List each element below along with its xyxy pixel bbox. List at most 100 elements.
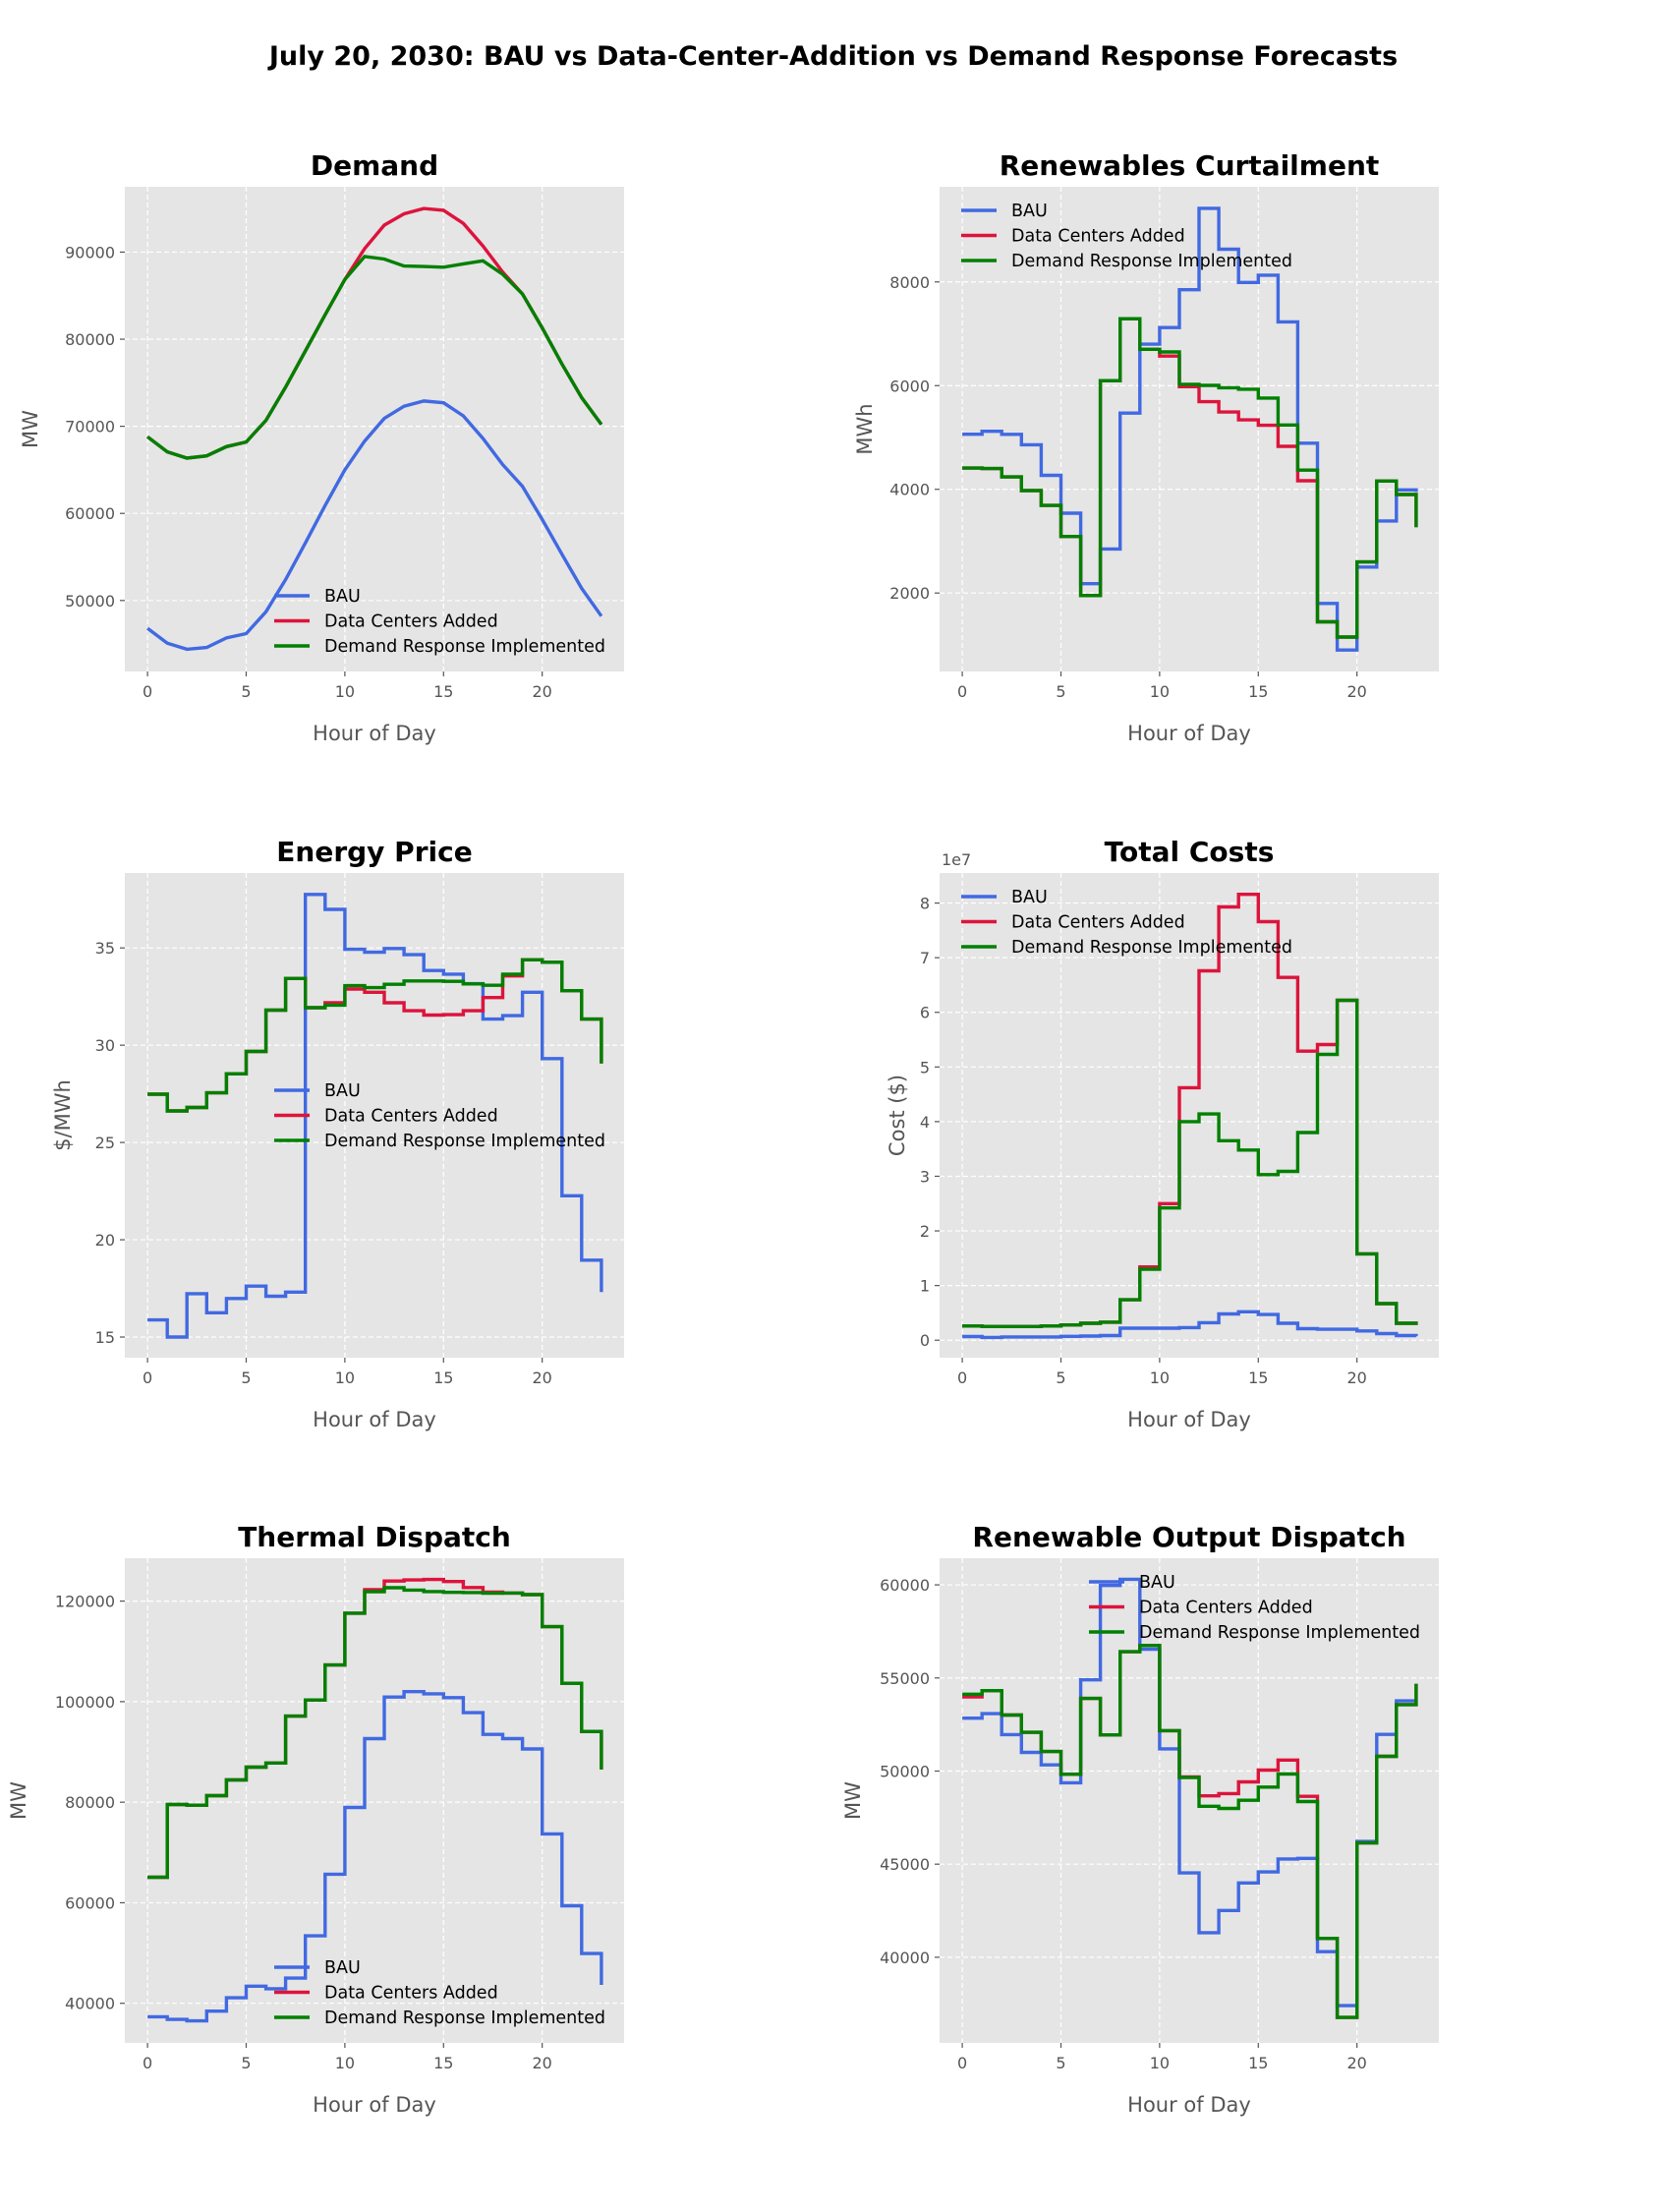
x-tick-label: 15 (433, 682, 453, 701)
series-line-demand-response-implemented (146, 255, 603, 460)
x-axis-label: Hour of Day (1127, 1408, 1251, 1431)
legend-label: BAU (1011, 888, 1048, 907)
x-tick-label: 10 (335, 682, 355, 701)
y-tick-label: 40000 (65, 1995, 115, 2013)
x-tick-label: 0 (957, 682, 967, 701)
legend-item-demand-response-implemented: Demand Response Implemented (961, 252, 1292, 271)
y-tick-label: 40000 (880, 1949, 930, 1967)
legend: BAU Data Centers Added Demand Response Imp… (961, 888, 1292, 958)
legend: BAU Data Centers Added Demand Response Imp… (961, 202, 1292, 271)
y-tick-label: 15 (95, 1328, 115, 1347)
x-tick-label: 5 (1056, 682, 1065, 701)
y-tick-label: 80000 (65, 330, 115, 349)
x-tick-label: 20 (1346, 682, 1366, 701)
y-tick-label: 20 (95, 1231, 115, 1250)
x-tick-label: 20 (1346, 2054, 1366, 2072)
y-axis-label: MW (841, 1781, 865, 1820)
y-tick-label: 1 (920, 1277, 930, 1296)
series-line-bau (147, 1690, 603, 2023)
series-line-demand-response-implemented (962, 1644, 1418, 2019)
legend: BAU Data Centers Added Demand Response Imp… (274, 1958, 605, 2028)
x-axis-label: Hour of Day (1127, 722, 1251, 745)
x-tick-label: 15 (1248, 682, 1268, 701)
x-axis-label: Hour of Day (313, 1408, 436, 1431)
legend-label: Data Centers Added (324, 612, 498, 632)
y-tick-label: 55000 (880, 1669, 930, 1688)
y-tick-label: 6 (920, 1004, 930, 1022)
legend: BAU Data Centers Added Demand Response Imp… (274, 587, 605, 657)
series-line-demand-response-implemented (147, 1586, 603, 1880)
plot-area (125, 1558, 624, 2043)
x-tick-label: 20 (1346, 1368, 1366, 1387)
legend-item-data-centers-added: Data Centers Added (274, 1984, 498, 2004)
y-tick-label: 4 (920, 1113, 930, 1132)
y-tick-label: 2000 (889, 584, 930, 603)
legend-label: Demand Response Implemented (324, 2008, 605, 2028)
x-tick-label: 0 (143, 682, 152, 701)
y-tick-label: 7 (920, 949, 930, 967)
x-tick-label: 10 (1150, 682, 1170, 701)
series-line-demand-response-implemented (962, 998, 1418, 1328)
chart-panel-renewable-output-dispatch: 0 5 10 15 20 40000 45000 50000 55000 60000 Renewab… (841, 1521, 1439, 2117)
chart-title: Energy Price (276, 836, 472, 868)
legend-item-data-centers-added: Data Centers Added (274, 612, 498, 632)
legend-label: Data Centers Added (324, 1107, 498, 1127)
x-axis-label: Hour of Day (313, 2093, 436, 2117)
y-tick-label: 5 (920, 1058, 930, 1077)
legend-label: Demand Response Implemented (324, 1132, 605, 1151)
legend-item-bau: BAU (274, 1958, 361, 1978)
legend-item-demand-response-implemented: Demand Response Implemented (274, 2008, 605, 2028)
legend-label: BAU (324, 1958, 361, 1978)
legend-label: Data Centers Added (1139, 1599, 1313, 1618)
y-tick-label: 25 (95, 1134, 115, 1152)
x-tick-label: 15 (1248, 2054, 1268, 2072)
legend-label: BAU (1011, 202, 1048, 221)
chart-title: Thermal Dispatch (238, 1521, 511, 1553)
x-tick-label: 20 (532, 682, 551, 701)
legend-label: Data Centers Added (1011, 227, 1185, 247)
legend-item-data-centers-added: Data Centers Added (1089, 1599, 1313, 1618)
x-tick-label: 10 (1150, 1368, 1170, 1387)
chart-title: Total Costs (1105, 836, 1275, 868)
y-tick-label: 3 (920, 1167, 930, 1186)
x-tick-label: 10 (335, 2054, 355, 2072)
chart-panel-energy-price: 0 5 10 15 20 15 20 25 30 35 Energy Price Hour of Da… (51, 836, 624, 1431)
chart-panel-renewables-curtailment: 0 5 10 15 20 2000 4000 6000 8000 Renewables Curta… (853, 149, 1439, 745)
legend-item-bau: BAU (961, 888, 1048, 907)
x-tick-label: 15 (1248, 1368, 1268, 1387)
x-tick-label: 0 (957, 1368, 967, 1387)
x-tick-label: 5 (241, 682, 251, 701)
legend-label: Demand Response Implemented (1011, 252, 1292, 271)
x-axis-label: Hour of Day (1127, 2093, 1251, 2117)
legend-item-bau: BAU (961, 202, 1048, 221)
y-axis-label: MW (7, 1781, 30, 1820)
y-tick-label: 60000 (880, 1576, 930, 1595)
series-line-bau (146, 399, 603, 652)
x-tick-label: 15 (433, 2054, 453, 2072)
chart-title: Demand (311, 149, 438, 182)
legend-item-demand-response-implemented: Demand Response Implemented (274, 637, 605, 657)
legend-label: Demand Response Implemented (1011, 938, 1292, 958)
x-tick-label: 5 (1056, 1368, 1065, 1387)
x-axis-label: Hour of Day (313, 722, 436, 745)
y-tick-label: 4000 (889, 481, 930, 499)
legend-item-demand-response-implemented: Demand Response Implemented (961, 938, 1292, 958)
y-axis-label: MW (19, 410, 42, 448)
y-tick-label: 90000 (65, 243, 115, 262)
y-axis-label: $/MWh (51, 1079, 75, 1151)
x-tick-label: 10 (335, 1368, 355, 1387)
series-line-bau (962, 206, 1418, 652)
chart-title: Renewables Curtailment (1000, 149, 1380, 182)
chart-panel-demand: 0 5 10 15 20 50000 60000 70000 80000 90000 Demand H… (19, 149, 624, 745)
x-tick-label: 5 (241, 1368, 251, 1387)
legend-item-data-centers-added: Data Centers Added (961, 913, 1185, 933)
series-line-bau (962, 1310, 1418, 1340)
x-tick-label: 20 (532, 1368, 551, 1387)
legend-item-bau: BAU (274, 1081, 361, 1101)
x-tick-label: 0 (143, 1368, 152, 1387)
x-tick-label: 0 (143, 2054, 152, 2072)
y-tick-label: 2 (920, 1222, 930, 1241)
legend-label: Data Centers Added (1011, 913, 1185, 933)
legend: BAU Data Centers Added Demand Response Imp… (1089, 1573, 1420, 1643)
